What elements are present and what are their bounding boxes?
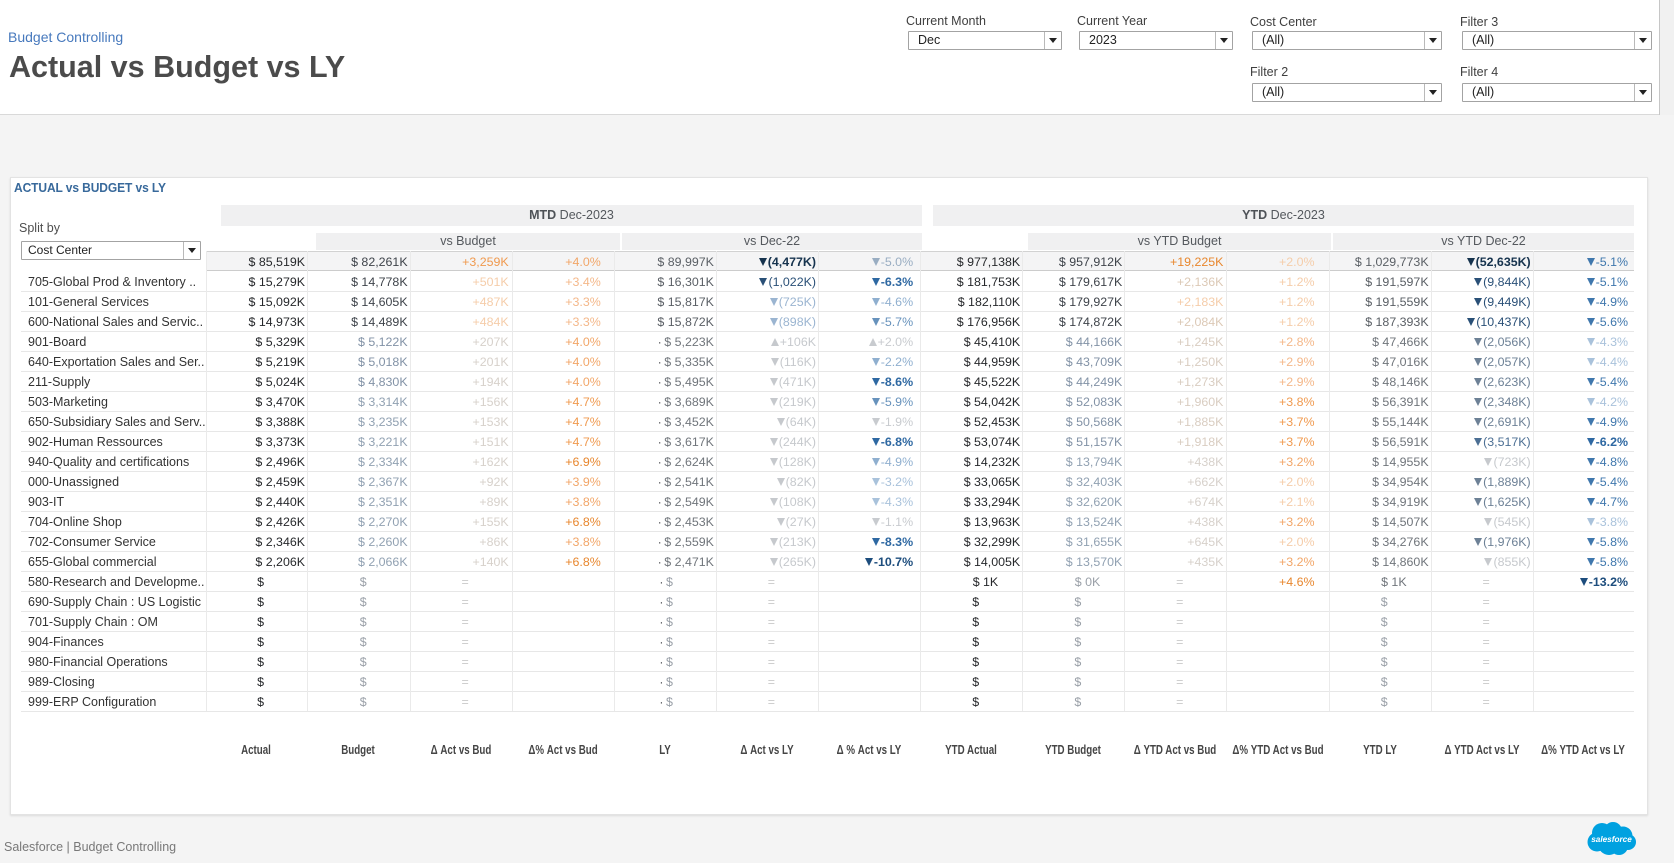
svg-text:salesforce: salesforce	[1591, 835, 1632, 844]
